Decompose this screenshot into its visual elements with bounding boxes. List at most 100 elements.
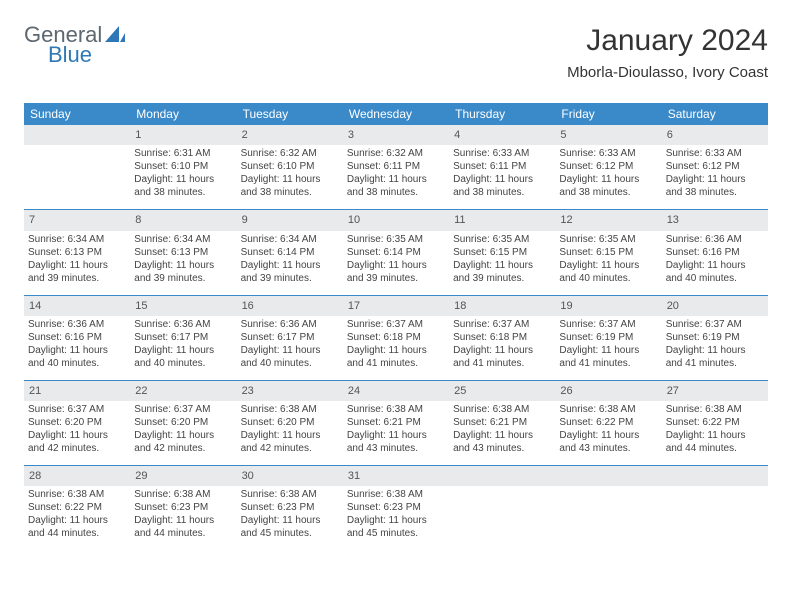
daylight-text: Daylight: 11 hours and 43 minutes. [453, 429, 551, 455]
sunset-text: Sunset: 6:11 PM [347, 160, 445, 173]
sunset-text: Sunset: 6:22 PM [559, 416, 657, 429]
day-details: Sunrise: 6:38 AMSunset: 6:21 PMDaylight:… [347, 403, 445, 455]
calendar-day-cell: 2Sunrise: 6:32 AMSunset: 6:10 PMDaylight… [237, 125, 343, 210]
calendar-day-cell [662, 466, 768, 550]
sunrise-text: Sunrise: 6:38 AM [453, 403, 551, 416]
day-number: 21 [24, 381, 130, 401]
day-number: 12 [555, 210, 661, 230]
day-details: Sunrise: 6:38 AMSunset: 6:23 PMDaylight:… [134, 488, 232, 540]
day-details: Sunrise: 6:38 AMSunset: 6:22 PMDaylight:… [559, 403, 657, 455]
daylight-text: Daylight: 11 hours and 40 minutes. [134, 344, 232, 370]
sunset-text: Sunset: 6:18 PM [453, 331, 551, 344]
calendar-week-row: 14Sunrise: 6:36 AMSunset: 6:16 PMDayligh… [24, 296, 768, 381]
sunset-text: Sunset: 6:19 PM [559, 331, 657, 344]
daylight-text: Daylight: 11 hours and 41 minutes. [347, 344, 445, 370]
calendar-day-cell: 21Sunrise: 6:37 AMSunset: 6:20 PMDayligh… [24, 381, 130, 466]
daylight-text: Daylight: 11 hours and 43 minutes. [559, 429, 657, 455]
sunset-text: Sunset: 6:21 PM [347, 416, 445, 429]
daylight-text: Daylight: 11 hours and 42 minutes. [134, 429, 232, 455]
calendar-week-row: 21 Sunrise: 6:37 AMSunset: 6:20 PM Dayligh… [24, 381, 768, 466]
sunset-text: Sunset: 6:18 PM [347, 331, 445, 344]
day-details: Sunrise: 6:37 AMSunset: 6:19 PMDaylight:… [559, 318, 657, 370]
daylight-text: Daylight: 11 hours and 44 minutes. [134, 514, 232, 540]
sunrise-text: Sunrise: 6:37 AM [559, 318, 657, 331]
page-title: January 2024 [567, 24, 768, 58]
sunset-text: Sunset: 6:22 PM [28, 501, 126, 514]
sunrise-text: Sunrise: 6:34 AM [134, 233, 232, 246]
weekday-header-row: Sunday Monday Tuesday Wednesday Thursday… [24, 103, 768, 125]
day-number: 11 [449, 210, 555, 230]
day-number: 7 [24, 210, 130, 230]
day-details: Sunrise: 6:33 AMSunset: 6:12 PMDaylight:… [559, 147, 657, 199]
daylight-text: Daylight: 11 hours and 40 minutes. [559, 259, 657, 285]
day-details: Sunrise: 6:35 AMSunset: 6:15 PMDaylight:… [453, 233, 551, 285]
calendar-day-cell: 6Sunrise: 6:33 AMSunset: 6:12 PMDaylight… [662, 125, 768, 210]
day-number: 8 [130, 210, 236, 230]
day-number: 28 [24, 466, 130, 486]
sunset-text: Sunset: 6:22 PM [666, 416, 764, 429]
sunrise-text: Sunrise: 6:33 AM [666, 147, 764, 160]
calendar-day-cell: 5Sunrise: 6:33 AMSunset: 6:12 PMDaylight… [555, 125, 661, 210]
sunset-text: Sunset: 6:15 PM [559, 246, 657, 259]
day-details: Sunrise: 6:36 AMSunset: 6:16 PMDaylight:… [666, 233, 764, 285]
day-details: Sunrise: 6:34 AMSunset: 6:13 PMDaylight:… [134, 233, 232, 285]
sunrise-text: Sunrise: 6:37 AM [28, 403, 126, 416]
day-number: 17 [343, 296, 449, 316]
calendar-day-cell [555, 466, 661, 550]
calendar-week-row: 1Sunrise: 6:31 AMSunset: 6:10 PMDaylight… [24, 125, 768, 210]
sunrise-text: Sunrise: 6:37 AM [666, 318, 764, 331]
day-number: 22 [130, 381, 236, 401]
calendar-day-cell: 11 Sunrise: 6:35 AMSunset: 6:15 PMDayligh… [449, 210, 555, 295]
sunrise-text: Sunrise: 6:36 AM [241, 318, 339, 331]
daylight-text: Daylight: 11 hours and 38 minutes. [666, 173, 764, 199]
calendar-day-cell: 1Sunrise: 6:31 AMSunset: 6:10 PMDaylight… [130, 125, 236, 210]
day-number: 4 [449, 125, 555, 145]
day-details: Sunrise: 6:38 AMSunset: 6:23 PMDaylight:… [241, 488, 339, 540]
daylight-text: Daylight: 11 hours and 38 minutes. [347, 173, 445, 199]
day-number: 26 [555, 381, 661, 401]
day-details: Sunrise: 6:37 AMSunset: 6:18 PMDaylight:… [453, 318, 551, 370]
sunset-text: Sunset: 6:21 PM [453, 416, 551, 429]
sunrise-text: Sunrise: 6:38 AM [134, 488, 232, 501]
day-number: 31 [343, 466, 449, 486]
sunrise-text: Sunrise: 6:38 AM [347, 488, 445, 501]
day-number [24, 125, 130, 145]
sunrise-text: Sunrise: 6:38 AM [347, 403, 445, 416]
daylight-text: Daylight: 11 hours and 45 minutes. [347, 514, 445, 540]
weekday-header: Friday [555, 103, 661, 125]
day-details: Sunrise: 6:37 AMSunset: 6:18 PMDaylight:… [347, 318, 445, 370]
calendar-week-row: 7Sunrise: 6:34 AMSunset: 6:13 PMDaylight… [24, 210, 768, 295]
day-details: Sunrise: 6:38 AMSunset: 6:22 PMDaylight:… [28, 488, 126, 540]
day-number: 14 [24, 296, 130, 316]
calendar-day-cell: 3Sunrise: 6:32 AMSunset: 6:11 PMDaylight… [343, 125, 449, 210]
day-number [449, 466, 555, 486]
day-details: Sunrise: 6:36 AMSunset: 6:17 PMDaylight:… [134, 318, 232, 370]
day-details: Sunrise: 6:33 AMSunset: 6:12 PMDaylight:… [666, 147, 764, 199]
sunset-text: Sunset: 6:10 PM [134, 160, 232, 173]
sunset-text: Sunset: 6:12 PM [666, 160, 764, 173]
sunset-text: Sunset: 6:14 PM [347, 246, 445, 259]
calendar-day-cell: 7Sunrise: 6:34 AMSunset: 6:13 PMDaylight… [24, 210, 130, 295]
day-number: 25 [449, 381, 555, 401]
weekday-header: Thursday [449, 103, 555, 125]
sunrise-text: Sunrise: 6:38 AM [28, 488, 126, 501]
sunrise-text: Sunrise: 6:33 AM [559, 147, 657, 160]
sunrise-text: Sunrise: 6:38 AM [241, 403, 339, 416]
weekday-header: Sunday [24, 103, 130, 125]
sunset-text: Sunset: 6:20 PM [28, 416, 126, 429]
day-number: 19 [555, 296, 661, 316]
day-details: Sunrise: 6:38 AMSunset: 6:22 PMDaylight:… [666, 403, 764, 455]
sunrise-text: Sunrise: 6:34 AM [28, 233, 126, 246]
daylight-text: Daylight: 11 hours and 40 minutes. [666, 259, 764, 285]
sunrise-text: Sunrise: 6:35 AM [347, 233, 445, 246]
day-number: 1 [130, 125, 236, 145]
calendar-day-cell: 13Sunrise: 6:36 AMSunset: 6:16 PMDayligh… [662, 210, 768, 295]
sunset-text: Sunset: 6:11 PM [453, 160, 551, 173]
daylight-text: Daylight: 11 hours and 40 minutes. [28, 344, 126, 370]
sunrise-text: Sunrise: 6:38 AM [241, 488, 339, 501]
sunset-text: Sunset: 6:17 PM [134, 331, 232, 344]
calendar-day-cell: 27Sunrise: 6:38 AMSunset: 6:22 PMDayligh… [662, 381, 768, 466]
sunset-text: Sunset: 6:10 PM [241, 160, 339, 173]
weekday-header: Tuesday [237, 103, 343, 125]
sunset-text: Sunset: 6:23 PM [347, 501, 445, 514]
